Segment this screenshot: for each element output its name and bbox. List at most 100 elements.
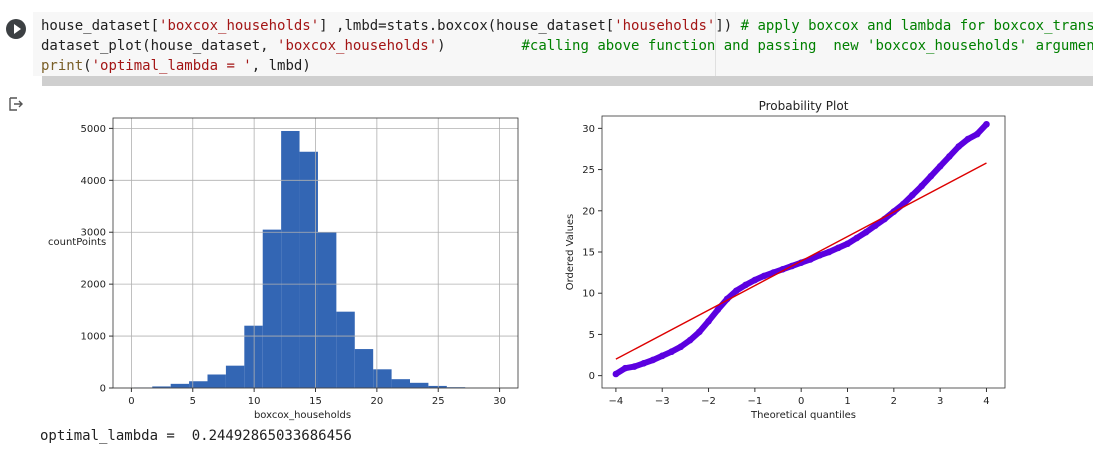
data-point: [871, 222, 879, 229]
data-point: [742, 281, 749, 289]
data-point: [927, 172, 935, 180]
data-point: [955, 143, 962, 150]
data-point: [733, 287, 740, 295]
y-tick-label: 1000: [81, 332, 106, 343]
data-point: [705, 317, 712, 325]
code-token: (: [83, 58, 92, 74]
data-point: [658, 352, 666, 360]
histogram-bar: [354, 349, 374, 388]
y-tick-label: 15: [582, 248, 595, 259]
histogram-bar: [262, 229, 282, 388]
probability-plot-chart: Probability Plot −4 −3 −2 −1 0 1 2 3 4 0 5 10 15 20 25 3…: [565, 99, 1006, 421]
code-cell: house_dataset['boxcox_households'] ,lmbd…: [0, 0, 1093, 88]
x-tick-label: 10: [248, 396, 261, 407]
histogram-bar: [189, 381, 208, 388]
data-point: [983, 120, 990, 128]
data-point: [695, 328, 703, 336]
histogram-bar: [428, 385, 447, 388]
data-point: [964, 135, 972, 143]
fit-line: [615, 162, 987, 360]
histogram-bar: [152, 386, 171, 388]
y-tick-label: 0: [589, 371, 595, 382]
x-tick-label: −2: [701, 396, 716, 407]
code-comment: #calling above function and passing new …: [521, 38, 1093, 54]
data-point: [649, 356, 657, 364]
code-line-1: house_dataset['boxcox_households'] ,lmbd…: [41, 18, 1093, 35]
data-point: [853, 234, 861, 242]
chart-title: Probability Plot: [759, 99, 849, 113]
y-tick-label: 3000: [81, 228, 106, 239]
data-point: [797, 259, 805, 267]
data-point: [677, 343, 685, 351]
histogram-bar: [373, 369, 392, 388]
histogram-bar: [281, 130, 300, 388]
code-token: , lmbd): [251, 58, 311, 74]
x-tick-label: 0: [798, 396, 804, 407]
x-axis-label: boxcox_households: [254, 410, 351, 421]
x-tick-label: 5: [190, 396, 196, 407]
code-string: 'boxcox_households': [159, 18, 320, 34]
histogram-bar: [391, 379, 410, 388]
data-point: [946, 153, 953, 160]
y-tick-label: 5000: [81, 124, 106, 135]
data-point: [751, 276, 759, 284]
x-tick-label: −3: [655, 396, 670, 407]
data-point: [918, 182, 925, 190]
data-point: [668, 348, 675, 356]
data-point: [612, 370, 620, 378]
y-tick-label: 2000: [81, 280, 106, 291]
y-tick-label: 30: [582, 124, 595, 135]
histogram-bar: [170, 383, 190, 388]
histogram-bar: [207, 374, 226, 388]
code-token: house_dataset[: [41, 18, 160, 34]
histogram-bar: [336, 311, 355, 388]
histogram-chart: 0 5 10 15 20 25 30 0 1000 2000 3000 4000 5000 boxcox_…: [48, 117, 519, 421]
code-string: 'boxcox_households': [277, 38, 438, 54]
data-point: [909, 191, 916, 199]
y-axis-label: countPoints: [48, 237, 106, 248]
code-token: ] ,lmbd=stats.boxcox(house_dataset[: [319, 18, 615, 34]
histogram-bar: [317, 232, 337, 388]
x-tick-label: 0: [128, 396, 134, 407]
histogram-bar: [410, 382, 429, 388]
code-editor[interactable]: house_dataset['boxcox_households'] ,lmbd…: [33, 12, 1093, 76]
output-icon[interactable]: [9, 97, 23, 111]
code-string: 'optimal_lambda = ': [91, 58, 252, 74]
y-tick-label: 5: [589, 330, 595, 341]
x-tick-label: 1: [844, 396, 850, 407]
code-line-3: print('optimal_lambda = ', lmbd): [41, 58, 311, 75]
data-point: [621, 364, 629, 372]
data-point: [631, 363, 638, 370]
data-point: [834, 244, 842, 252]
y-axis-label: Ordered Values: [565, 214, 576, 291]
code-token: ): [437, 38, 522, 54]
histogram-bar: [225, 365, 245, 388]
y-tick-label: 25: [582, 165, 595, 176]
output-text: optimal_lambda = 0.24492865033686456: [40, 428, 352, 444]
y-tick-label: 0: [100, 384, 106, 395]
x-tick-label: 15: [309, 396, 322, 407]
y-tick-label: 4000: [81, 176, 106, 187]
run-cell-button[interactable]: [6, 19, 26, 39]
data-point: [844, 240, 851, 248]
data-point: [714, 306, 722, 313]
y-tick-label: 10: [582, 289, 595, 300]
data-point: [816, 251, 824, 259]
x-tick-label: 4: [983, 396, 989, 407]
data-point: [862, 228, 870, 236]
plot-frame: [601, 115, 1006, 389]
editor-divider: [715, 12, 716, 86]
x-tick-label: 20: [370, 396, 383, 407]
histogram-bar: [299, 151, 318, 388]
x-axis-label: Theoretical quantiles: [750, 410, 856, 421]
code-line-2: dataset_plot(house_dataset, 'boxcox_hous…: [41, 38, 1093, 55]
code-token: dataset_plot(house_dataset,: [41, 38, 278, 54]
x-tick-label: −4: [609, 396, 624, 407]
data-point: [760, 272, 768, 280]
data-point: [973, 130, 981, 138]
data-point: [686, 336, 694, 344]
code-builtin: print: [41, 58, 84, 74]
data-point: [825, 248, 833, 256]
x-tick-label: −1: [747, 396, 762, 407]
horizontal-scrollbar[interactable]: [42, 76, 1093, 86]
